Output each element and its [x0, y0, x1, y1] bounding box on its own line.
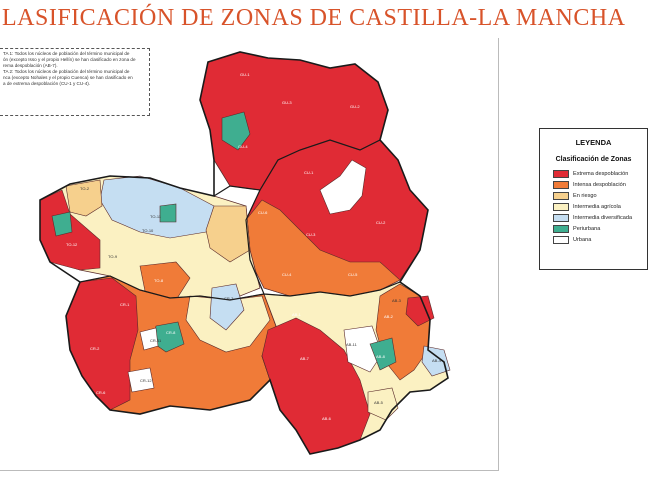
- legend-label: Periurbana: [573, 225, 601, 232]
- zone-label-ab4: AB-4: [432, 358, 442, 363]
- zone-label-gu1: GU-1: [240, 72, 250, 77]
- zone-label-ab6: AB-6: [322, 416, 332, 421]
- zone-label-to2: TO-2: [80, 186, 90, 191]
- zone-albacete-urban: [343, 325, 383, 373]
- legend-title: LEYENDA: [575, 138, 612, 147]
- zone-label-cu6: CU-6: [258, 210, 268, 215]
- zone-label-cu2: CU-2: [376, 220, 386, 225]
- legend-label: En riesgo: [573, 192, 597, 199]
- zone-label-gu2: GU-2: [350, 104, 360, 109]
- zone-label-ab2: AB-2: [384, 314, 394, 319]
- zone-toledo-periurban: [51, 211, 73, 237]
- zone-label-gu3: GU-3: [282, 100, 292, 105]
- legend-label: Intermedia agrícola: [573, 203, 621, 210]
- note-line: TA 1: Todos los núcleos de población del…: [3, 51, 130, 56]
- note-line: rema despoblación (AB-7).: [3, 63, 58, 68]
- zone-label-cr6: CR-6: [96, 390, 106, 395]
- zone-label-cr1: CR-1: [120, 302, 130, 307]
- zone-label-to10: TO-10: [142, 228, 154, 233]
- zone-label-to8: TO-8: [154, 278, 164, 283]
- legend-subtitle: Clasificación de Zonas: [555, 156, 632, 163]
- legend-swatch: [553, 202, 569, 211]
- region-map: GU-1 GU-2 GU-3 GU-4 CU-1 CU-2 CU-3 CU-4 …: [39, 51, 451, 455]
- zone-albacete-far-east: [405, 295, 435, 327]
- zone-cuenca-urban: [319, 159, 367, 215]
- zone-label-cu1: CU-1: [304, 170, 314, 175]
- zone-label-cr11: CR-11: [150, 338, 162, 343]
- legend-swatch: [553, 213, 569, 222]
- zone-label-to11: TO-11: [150, 214, 162, 219]
- legend-swatch: [553, 235, 569, 244]
- legend-item: En riesgo: [553, 190, 647, 201]
- legend: LEYENDA Clasificación de Zonas Extrema d…: [539, 128, 648, 270]
- zone-toledo-east: [205, 205, 251, 263]
- province-borders: [39, 51, 449, 455]
- zone-albacete-periurban: [369, 337, 397, 371]
- legend-item: Intermedia agrícola: [553, 201, 647, 212]
- zone-label-cr8: CR-8: [166, 330, 176, 335]
- zone-ciudad-real-urban-2: [127, 367, 155, 393]
- zone-toledo-risk: [65, 179, 103, 217]
- legend-label: Urbana: [573, 236, 592, 243]
- zone-ciudad-real-div: [209, 283, 245, 331]
- zone-label-ab8: AB-8: [376, 354, 386, 359]
- note-line: a de extrema despoblación (CU-1 y CU-4).: [3, 81, 91, 86]
- note-line: nca (excepto Nohales y el propio Cuenca)…: [3, 75, 133, 80]
- zone-label-to9: TO-9: [108, 254, 118, 259]
- zone-label-to12: TO-12: [66, 242, 78, 247]
- legend-item: Periurbana: [553, 223, 647, 234]
- legend-item: Urbana: [553, 234, 647, 245]
- province-inner-borders: [79, 139, 401, 301]
- legend-swatch: [553, 191, 569, 200]
- zone-cuenca-south: [245, 199, 401, 297]
- zone-ciudad-real-urban: [139, 327, 159, 351]
- map-notes: TA 1: Todos los núcleos de población del…: [0, 48, 150, 116]
- zone-toledo-periurban-2: [159, 203, 177, 223]
- legend-swatch: [553, 169, 569, 178]
- legend-items: Extrema despoblación Intensa despoblació…: [540, 168, 647, 245]
- note-line: ón (excepto Isso y el propio Hellín) se …: [3, 57, 136, 62]
- legend-swatch: [553, 180, 569, 189]
- legend-swatch: [553, 224, 569, 233]
- zone-label-cr2: CR-2: [90, 346, 100, 351]
- legend-item: Intermedia diversificada: [553, 212, 647, 223]
- note-line: TA 2: Todos los núcleos de población del…: [3, 69, 130, 74]
- page-title: LASIFICACIÓN DE ZONAS DE CASTILLA-LA MAN…: [2, 5, 626, 31]
- zone-label-cu3: CU-3: [306, 232, 316, 237]
- zone-label-cu5: CU-5: [348, 272, 358, 277]
- legend-label: Intensa despoblación: [573, 181, 626, 188]
- zone-albacete-div: [421, 345, 451, 377]
- legend-label: Intermedia diversificada: [573, 214, 633, 221]
- zone-label-ab1: AB-1: [292, 312, 302, 317]
- zone-label-ab5: AB-5: [374, 400, 384, 405]
- zone-label-cr3: CR-3: [224, 296, 234, 301]
- zone-guadalajara-periurban: [221, 111, 251, 151]
- legend-item: Intensa despoblación: [553, 179, 647, 190]
- zone-label-ab3: AB-3: [392, 298, 402, 303]
- zone-label-ab7: AB-7: [300, 356, 310, 361]
- zone-label-cu4: CU-4: [282, 272, 292, 277]
- zone-label-gu4: GU-4: [238, 144, 248, 149]
- zone-label-ab11: AB-11: [346, 342, 358, 347]
- legend-item: Extrema despoblación: [553, 168, 647, 179]
- legend-label: Extrema despoblación: [573, 170, 629, 177]
- zone-label-cr12: CR-12: [140, 378, 152, 383]
